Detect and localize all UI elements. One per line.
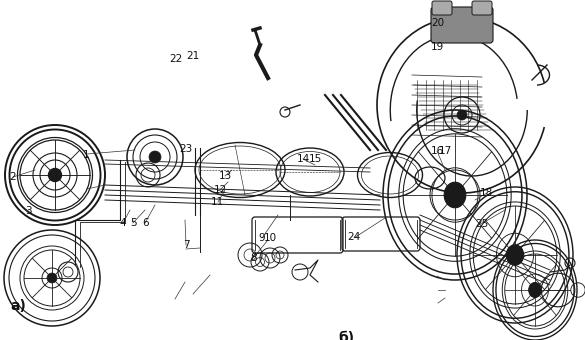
Text: 23: 23 [180, 144, 192, 154]
Text: 7: 7 [183, 240, 190, 250]
FancyBboxPatch shape [472, 1, 492, 15]
Text: 12: 12 [214, 185, 227, 195]
Text: 11: 11 [211, 197, 224, 207]
Text: 18: 18 [480, 188, 493, 198]
Text: 8: 8 [250, 253, 257, 264]
Text: 21: 21 [187, 51, 199, 61]
Circle shape [457, 110, 467, 120]
Text: 25: 25 [475, 219, 488, 229]
Text: 15: 15 [309, 154, 322, 164]
Circle shape [149, 151, 161, 163]
Text: 17: 17 [439, 146, 452, 156]
Text: 9: 9 [259, 233, 266, 243]
Text: 20: 20 [431, 18, 444, 28]
Text: 6: 6 [142, 218, 149, 228]
Text: 3: 3 [25, 206, 32, 216]
Circle shape [49, 169, 61, 182]
Text: 22: 22 [169, 54, 182, 65]
Text: 14: 14 [297, 154, 309, 164]
Text: 16: 16 [431, 146, 444, 156]
Text: 19: 19 [431, 42, 444, 52]
Ellipse shape [506, 245, 524, 265]
Text: 24: 24 [347, 232, 360, 242]
FancyBboxPatch shape [431, 7, 493, 43]
Text: 13: 13 [219, 171, 232, 181]
Text: 4: 4 [119, 218, 126, 228]
Ellipse shape [529, 283, 541, 298]
Circle shape [47, 273, 57, 283]
Text: а): а) [11, 299, 26, 313]
Text: 2: 2 [9, 172, 16, 182]
Text: 5: 5 [130, 218, 137, 228]
Text: б): б) [338, 332, 355, 340]
FancyBboxPatch shape [432, 1, 452, 15]
Ellipse shape [444, 182, 466, 208]
Text: 1: 1 [83, 150, 90, 160]
Text: 10: 10 [264, 233, 277, 243]
